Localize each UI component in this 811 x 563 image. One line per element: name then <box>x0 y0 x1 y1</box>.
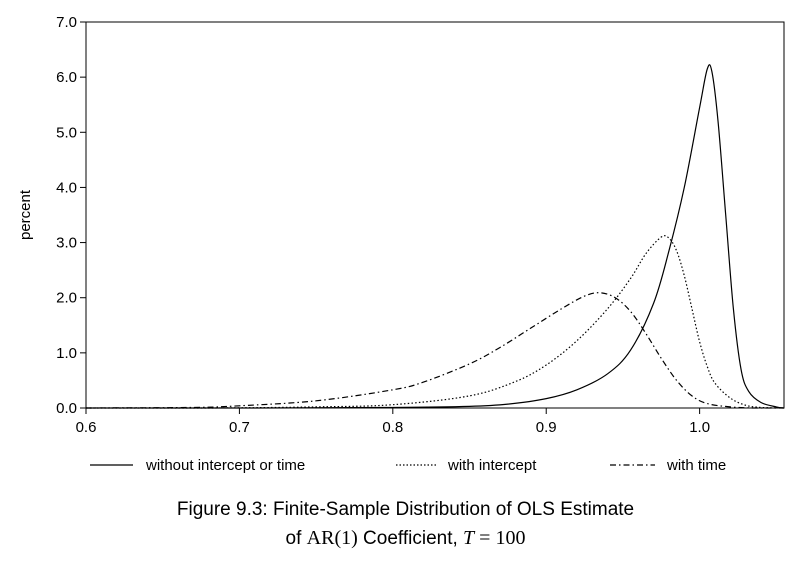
y-tick-label: 0.0 <box>56 400 77 417</box>
y-tick-label: 2.0 <box>56 290 77 307</box>
x-tick-label: 0.6 <box>76 419 97 436</box>
caption-mid: Coefficient, <box>357 528 464 549</box>
legend-label-with-time: with time <box>666 457 726 474</box>
series-without-intercept-or-time <box>86 64 785 409</box>
x-axis-ticks: 0.6 0.7 0.8 0.9 1.0 <box>76 408 710 436</box>
y-tick-label: 1.0 <box>56 345 77 362</box>
x-tick-label: 0.7 <box>229 419 250 436</box>
y-tick-label: 6.0 <box>56 69 77 86</box>
y-tick-label: 7.0 <box>56 14 77 31</box>
plot-frame <box>85 21 785 409</box>
y-axis-ticks: 0.0 1.0 2.0 3.0 4.0 5.0 6.0 7.0 <box>56 14 86 417</box>
figure-caption-line-2: of AR(1) Coefficient, T = 100 <box>0 527 811 550</box>
series-with-intercept <box>86 235 785 409</box>
legend: without intercept or time with intercept… <box>90 457 726 474</box>
y-tick-label: 3.0 <box>56 235 77 252</box>
y-tick-label: 5.0 <box>56 124 77 141</box>
legend-label-without-intercept-or-time: without intercept or time <box>145 457 305 474</box>
y-axis-label: percent <box>17 189 34 240</box>
caption-prefix: of <box>285 528 307 549</box>
x-tick-label: 0.8 <box>382 419 403 436</box>
x-tick-label: 0.9 <box>536 419 557 436</box>
x-tick-label: 1.0 <box>689 419 710 436</box>
caption-ar1: AR(1) <box>306 527 358 549</box>
caption-eq: = 100 <box>474 527 526 549</box>
series-with-time <box>85 292 784 409</box>
legend-label-with-intercept: with intercept <box>447 457 537 474</box>
y-tick-label: 4.0 <box>56 179 77 196</box>
caption-T: T <box>463 527 475 549</box>
figure-caption-line-1: Figure 9.3: Finite-Sample Distribution o… <box>176 499 635 520</box>
series-layer <box>85 64 785 409</box>
